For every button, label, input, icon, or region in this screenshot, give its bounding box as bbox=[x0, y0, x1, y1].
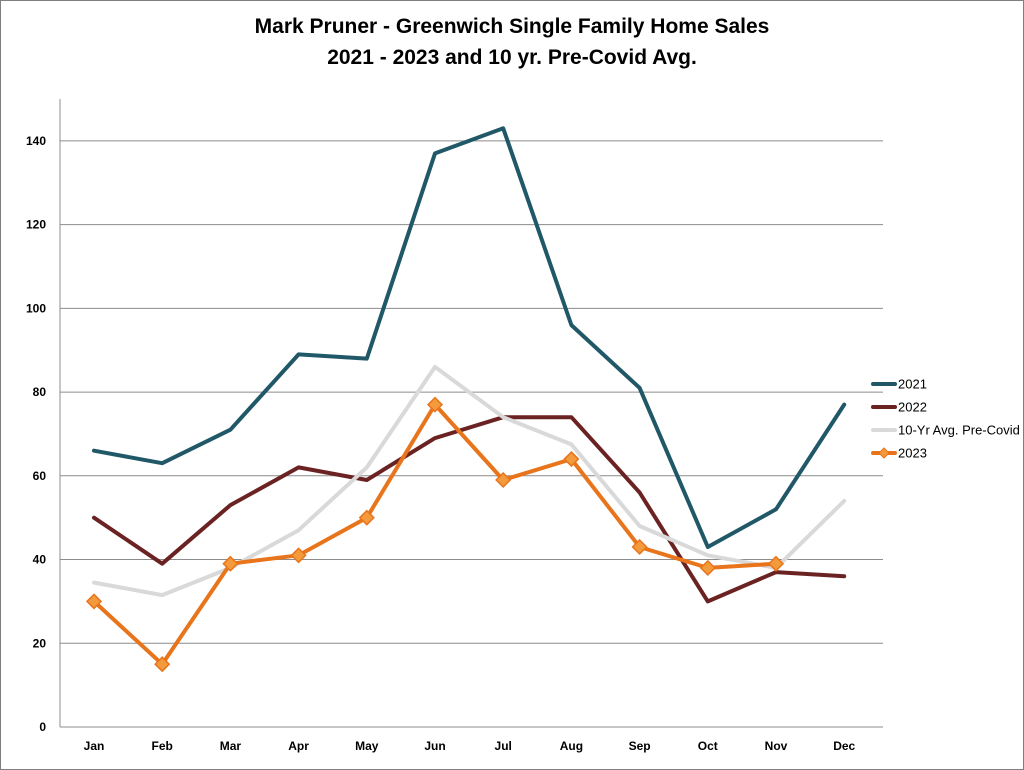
point-2023-may bbox=[358, 509, 375, 526]
x-tick-label-nov: Nov bbox=[765, 739, 788, 753]
y-tick-label-0: 0 bbox=[39, 720, 46, 734]
point-2023-mar bbox=[222, 555, 239, 572]
y-tick-label-80: 80 bbox=[33, 385, 47, 399]
point-2023-oct bbox=[699, 559, 716, 576]
y-tick-label-40: 40 bbox=[33, 553, 47, 567]
y-tick-label-120: 120 bbox=[26, 218, 46, 232]
x-tick-label-dec: Dec bbox=[833, 739, 855, 753]
legend-label-2021: 2021 bbox=[898, 377, 927, 392]
series-line-2022 bbox=[92, 415, 847, 604]
chart-title-line-2: 2021 - 2023 and 10 yr. Pre-Covid Avg. bbox=[327, 46, 697, 69]
legend-label-2022: 2022 bbox=[898, 400, 927, 415]
x-tick-label-sep: Sep bbox=[629, 739, 651, 753]
chart-title-line-1: Mark Pruner - Greenwich Single Family Ho… bbox=[254, 15, 770, 38]
y-tick-label-140: 140 bbox=[26, 134, 46, 148]
point-2023-sep bbox=[631, 538, 648, 556]
x-tick-label-jun: Jun bbox=[424, 739, 445, 753]
point-2023-feb bbox=[154, 656, 171, 673]
x-tick-label-jul: Jul bbox=[495, 739, 512, 753]
legend-label-10-yr-avg-pre-covid: 10-Yr Avg. Pre-Covid bbox=[898, 423, 1020, 438]
axes: 0 20 40 60 80 100 120 140 Jan Feb Mar Apr May Jun Jul A… bbox=[26, 99, 883, 753]
series-line-10-yr-avg-pre-covid bbox=[92, 364, 847, 598]
point-2023-nov bbox=[767, 555, 785, 572]
y-tick-label-20: 20 bbox=[33, 636, 47, 650]
point-2023-aug bbox=[563, 450, 580, 468]
chart-title: Mark Pruner - Greenwich Single Family Ho… bbox=[1, 11, 1023, 73]
point-2023-jun bbox=[426, 396, 444, 413]
x-tick-label-oct: Oct bbox=[698, 739, 718, 753]
series-line-2021 bbox=[92, 126, 847, 549]
x-tick-label-feb: Feb bbox=[152, 739, 173, 753]
series-markers bbox=[85, 396, 785, 673]
point-2023-jan bbox=[85, 593, 103, 610]
x-tick-label-aug: Aug bbox=[560, 739, 583, 753]
x-tick-label-mar: Mar bbox=[220, 739, 242, 753]
legend: 2021 2022 10-Yr Avg. Pre-Covid 2023 bbox=[871, 377, 1020, 461]
x-tick-label-may: May bbox=[355, 739, 379, 753]
x-tick-label-apr: Apr bbox=[288, 739, 309, 753]
legend-marker-2023 bbox=[878, 447, 890, 459]
x-tick-label-jan: Jan bbox=[84, 739, 105, 753]
y-tick-label-100: 100 bbox=[26, 301, 46, 315]
legend-label-2023: 2023 bbox=[898, 446, 927, 461]
y-tick-label-60: 60 bbox=[33, 469, 47, 483]
point-2023-jul bbox=[495, 471, 512, 489]
point-2023-apr bbox=[290, 547, 307, 564]
series-lines bbox=[92, 126, 847, 667]
